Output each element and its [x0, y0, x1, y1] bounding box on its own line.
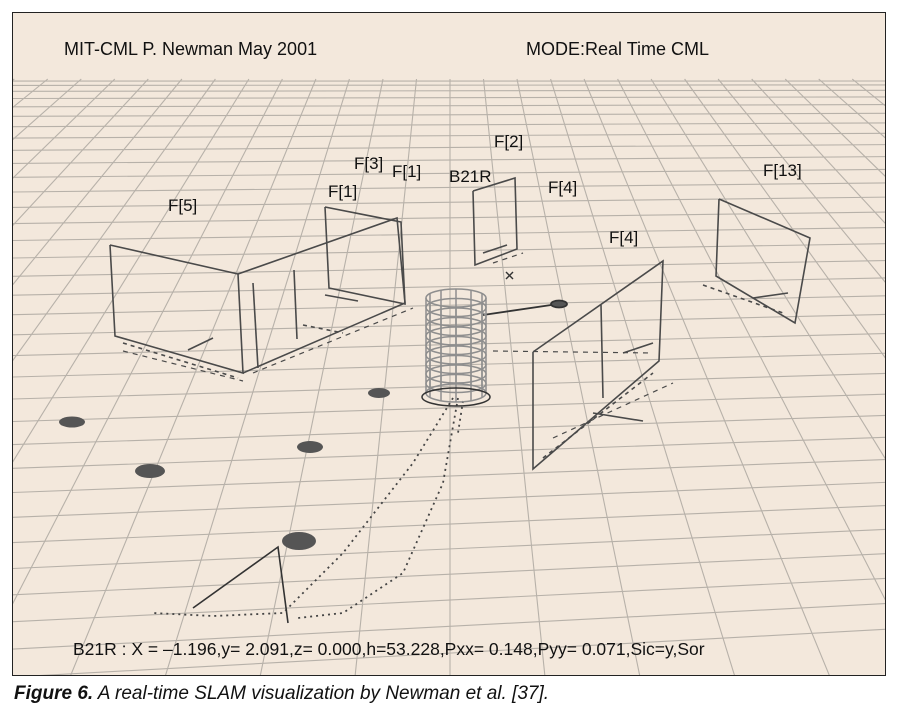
robot-trajectory	[152, 397, 464, 619]
feature-f5-wall	[109, 216, 406, 379]
small-marker	[505, 271, 514, 280]
label-f4-a: F[4]	[548, 178, 577, 197]
label-f1-b: F[1]	[392, 162, 421, 181]
label-f4-b: F[4]	[609, 228, 638, 247]
slam-visualization-figure: F[5] F[1] F[3] F[1] F[2] B21R F[4] F[4] …	[12, 12, 886, 676]
label-b21r: B21R	[449, 167, 492, 186]
label-f3: F[3]	[354, 154, 383, 173]
ground-landmarks	[59, 388, 390, 550]
feature-labels: F[5] F[1] F[3] F[1] F[2] B21R F[4] F[4] …	[168, 132, 802, 247]
label-f5: F[5]	[168, 196, 197, 215]
figure-caption: Figure 6. A real-time SLAM visualization…	[14, 683, 549, 705]
ground-shadow-lines	[122, 252, 674, 439]
label-f1-a: F[1]	[328, 182, 357, 201]
label-f13: F[13]	[763, 161, 802, 180]
mode-label: MODE:Real Time CML	[526, 39, 710, 59]
label-f2: F[2]	[494, 132, 523, 151]
b21r-robot-model	[421, 288, 491, 407]
author-date-label: MIT-CML P. Newman May 2001	[64, 39, 318, 59]
caption-figure-number: Figure 6.	[14, 683, 94, 704]
feature-f1-wall	[293, 206, 406, 340]
caption-text: A real-time SLAM visualization by Newman…	[93, 683, 550, 704]
ground-grid	[13, 78, 885, 675]
robot-status-line: B21R : X = –1.196,y= 2.091,z= 0.000,h=53…	[73, 639, 705, 659]
feature-b21r-panel	[472, 176, 518, 267]
feature-f13-panel	[702, 198, 811, 325]
slam-3d-scene: F[5] F[1] F[3] F[1] F[2] B21R F[4] F[4] …	[13, 78, 885, 675]
robot-heading-line	[482, 299, 568, 316]
feature-f4-wall	[532, 259, 664, 471]
robot-path-segment	[192, 545, 289, 624]
